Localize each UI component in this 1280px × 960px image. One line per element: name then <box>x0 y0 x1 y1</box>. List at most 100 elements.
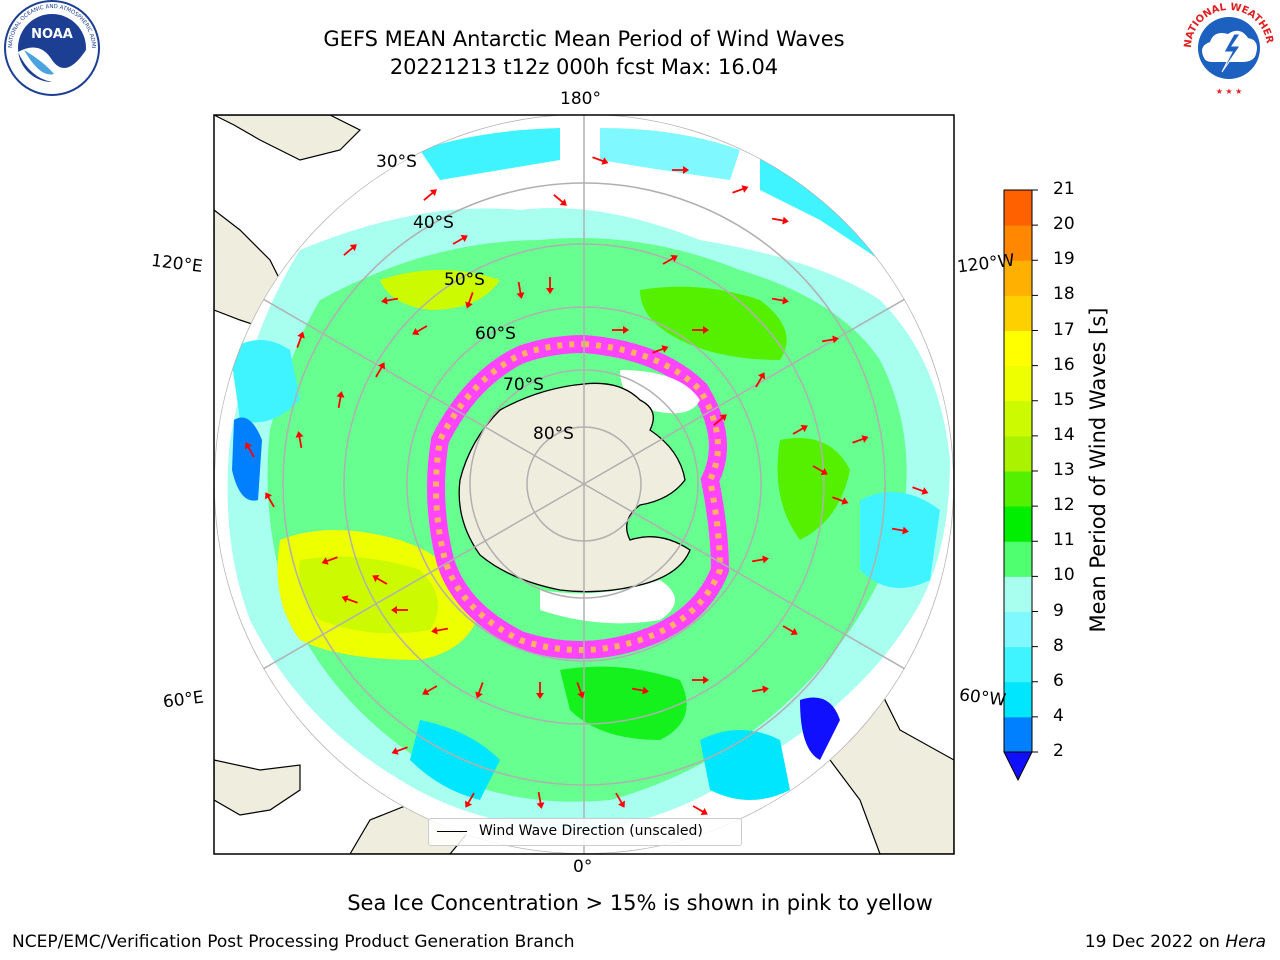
wind-wave-arrow <box>516 281 525 299</box>
lat-label-50s: 50°S <box>444 270 485 290</box>
nws-logo: NATIONAL WEATHER SERVICE ★ ★ ★ <box>1178 0 1275 96</box>
wind-wave-arrow <box>423 189 437 201</box>
wind-wave-arrow <box>792 425 808 435</box>
chart-subtitle: 20221213 t12z 000h fcst Max: 16.04 <box>389 55 779 79</box>
colorbar-segment <box>1004 716 1032 753</box>
colorbar-segment <box>1004 541 1032 577</box>
wind-wave-arrow <box>612 326 629 334</box>
lon-label-0: 0° <box>573 857 593 877</box>
colorbar-tick-label: 13 <box>1053 460 1075 480</box>
colorbar-tick-label: 11 <box>1053 530 1075 551</box>
map-frame <box>213 114 955 855</box>
colorbar-label: Mean Period of Wind Waves [s] <box>1086 307 1110 633</box>
colorbar-segment <box>1004 435 1032 472</box>
wind-wave-arrow <box>692 805 708 815</box>
wind-wave-arrow <box>782 625 798 635</box>
colorbar-tick-label: 18 <box>1053 284 1075 305</box>
graticule <box>214 115 954 854</box>
wind-wave-arrow <box>891 526 909 535</box>
wind-wave-arrow <box>431 626 449 635</box>
chart-title: GEFS MEAN Antarctic Mean Period of Wind … <box>323 27 845 51</box>
wind-wave-arrow <box>296 331 305 348</box>
colorbar-segment <box>1004 611 1032 648</box>
wind-wave-arrow <box>245 442 255 458</box>
wind-wave-arrow <box>692 326 709 334</box>
colorbar-segment <box>1004 681 1032 718</box>
wind-wave-arrow <box>553 194 567 206</box>
wind-wave-arrow <box>615 792 625 808</box>
wind-wave-arrow <box>912 486 929 495</box>
wind-wave-arrow <box>652 345 669 354</box>
wind-wave-arrow <box>375 362 385 378</box>
noaa-logo: NOAA NATIONAL OCEANIC AND ATMOSPHERIC AD… <box>0 0 100 96</box>
noaa-logo-text: NOAA <box>31 27 73 42</box>
colorbar-tick-label: 6 <box>1053 670 1064 691</box>
footer-date-text: 19 Dec 2022 on <box>1084 932 1226 952</box>
colorbar-segment <box>1004 225 1032 261</box>
colorbar-extend-min <box>1003 751 1033 782</box>
footer-credit: NCEP/EMC/Verification Post Processing Pr… <box>12 932 575 952</box>
wind-wave-arrow <box>391 606 408 614</box>
antarctica <box>458 382 691 593</box>
wind-wave-arrow <box>821 335 839 344</box>
colorbar-segment <box>1004 365 1032 402</box>
wind-wave-arrow <box>343 244 357 256</box>
colorbar-tick-label: 9 <box>1053 600 1064 621</box>
wind-wave-arrow <box>755 372 765 388</box>
wind-wave-arrow <box>713 414 727 426</box>
colorbar-tick-label: 2 <box>1053 741 1064 761</box>
wind-wave-arrow <box>412 325 428 335</box>
wind-wave-arrow <box>536 791 545 809</box>
colorbar-segment <box>1004 646 1032 683</box>
wind-wave-arrow <box>265 492 275 508</box>
colorbar-tick-label: 21 <box>1053 179 1075 199</box>
lat-label-60s: 60°S <box>475 324 516 344</box>
wind-wave-arrow <box>852 435 869 444</box>
wind-wave-arrow <box>812 465 828 475</box>
wind-wave-arrow <box>422 685 438 695</box>
lat-label-40s: 40°S <box>413 213 454 233</box>
colorbar-tick-label: 14 <box>1053 424 1075 445</box>
colorbar-tick-label: 10 <box>1053 565 1075 586</box>
lat-label-80s: 80°S <box>533 424 574 444</box>
wind-wave-arrow <box>751 685 769 694</box>
wind-wave-arrow <box>295 431 304 449</box>
colorbar-tick-label: 15 <box>1053 389 1075 410</box>
wind-wave-arrow <box>631 686 649 695</box>
wind-wave-arrow <box>672 166 689 174</box>
colorbar-segment <box>1004 400 1032 437</box>
wind-wave-arrow <box>391 746 408 755</box>
lon-label-180: 180° <box>560 89 601 109</box>
sea-ice-ring <box>427 334 730 659</box>
wind-wave-arrow <box>771 296 789 305</box>
wind-wave-direction-arrows <box>245 156 929 815</box>
legend-line-sample <box>437 831 467 832</box>
colorbar-tick-label: 20 <box>1053 214 1075 235</box>
colorbar-tick-label: 8 <box>1053 635 1064 656</box>
wind-wave-arrow <box>372 575 388 585</box>
legend-label: Wind Wave Direction (unscaled) <box>479 823 703 839</box>
wind-wave-arrow <box>732 185 749 194</box>
wind-wave-arrow <box>341 595 358 604</box>
wind-wave-arrow <box>662 255 678 265</box>
wind-wave-arrow <box>381 296 399 305</box>
svg-text:★ ★ ★: ★ ★ ★ <box>1216 87 1243 96</box>
footer-machine: Hera <box>1225 932 1266 952</box>
wind-wave-arrow <box>536 682 544 699</box>
wind-wave-arrow <box>336 391 345 409</box>
lat-label-30s: 30°S <box>376 152 417 172</box>
colorbar-tick-label: 4 <box>1053 705 1064 726</box>
colorbar-segment <box>1004 330 1032 367</box>
footer-date: 19 Dec 2022 on Hera <box>1085 932 1266 952</box>
colorbar-tick-label: 17 <box>1053 319 1075 340</box>
colorbar-segment <box>1004 471 1032 507</box>
wind-wave-arrow <box>576 682 585 699</box>
colorbar-tick-label: 12 <box>1053 495 1075 516</box>
wind-wave-arrow <box>321 556 338 565</box>
map-legend: Wind Wave Direction (unscaled) <box>428 818 742 846</box>
colorbar-tick-label: 16 <box>1053 354 1075 375</box>
sea-ice-note: Sea Ice Concentration > 15% is shown in … <box>347 891 933 915</box>
colorbar-tick-label: 19 <box>1053 249 1075 270</box>
colorbar-segment <box>1004 260 1032 296</box>
